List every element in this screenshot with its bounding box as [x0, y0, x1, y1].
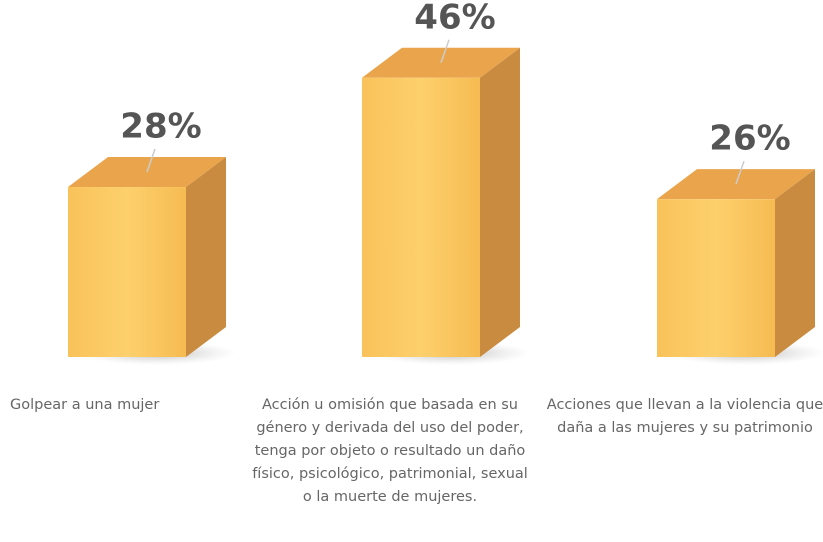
category-label: Golpear a una mujer: [10, 397, 160, 413]
bar: [362, 77, 480, 357]
label-leader: [440, 39, 450, 64]
bar: [68, 187, 186, 357]
bar-side: [186, 157, 226, 357]
value-label: 46%: [414, 0, 495, 37]
bar-side: [480, 47, 520, 357]
category-label: Acción u omisión que basada en su género…: [252, 397, 528, 505]
bar-side: [775, 169, 815, 357]
value-label: 28%: [120, 107, 201, 147]
label-leader: [735, 160, 745, 185]
value-label: 26%: [709, 119, 790, 159]
bar: [657, 199, 775, 357]
category-label: Acciones que llevan a la violencia que d…: [546, 397, 823, 436]
label-leader: [146, 148, 156, 173]
